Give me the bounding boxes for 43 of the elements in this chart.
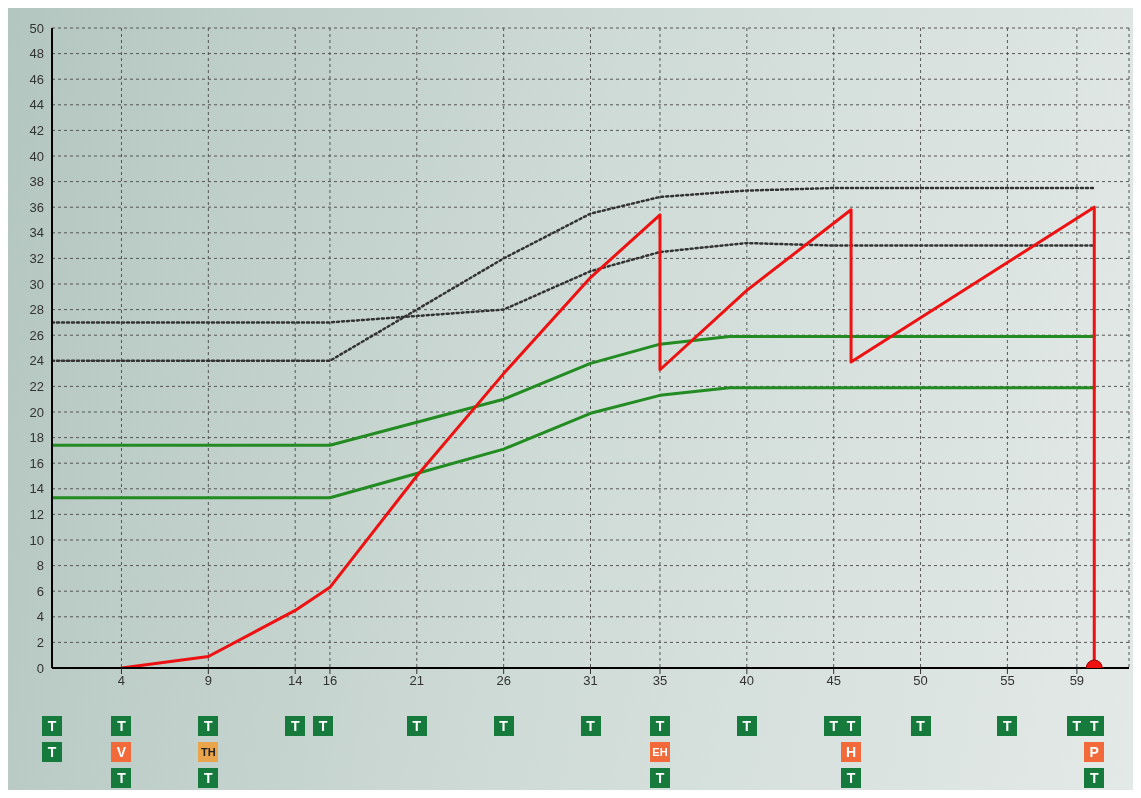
y-tick-label: 38 xyxy=(29,174,44,190)
y-tick-label: 22 xyxy=(29,379,44,395)
x-tick-label: 31 xyxy=(583,673,598,689)
x-tick-label: 9 xyxy=(204,673,212,689)
y-tick-label: 46 xyxy=(29,71,44,87)
line-series xyxy=(52,334,1096,447)
x-tick-label: 21 xyxy=(409,673,425,689)
event-badges: T T T V T T TH T T T T T T T EH T T T T H T T T T T P T xyxy=(8,716,1133,796)
y-tick-label: 28 xyxy=(29,302,44,318)
y-tick-label: 50 xyxy=(29,20,44,36)
y-tick-label: 0 xyxy=(36,660,44,676)
x-tick-label: 4 xyxy=(117,673,126,689)
line-series xyxy=(52,386,1096,500)
x-tick-label: 40 xyxy=(739,673,755,689)
y-tick-label: 44 xyxy=(29,97,44,113)
line-series xyxy=(52,186,1096,363)
y-tick-label: 34 xyxy=(29,225,44,241)
y-tick-label: 30 xyxy=(29,276,44,292)
y-tick-label: 42 xyxy=(29,123,44,139)
x-tick-label: 59 xyxy=(1069,673,1085,689)
x-tick-label: 16 xyxy=(322,673,338,689)
x-tick-label: 55 xyxy=(1000,673,1015,689)
y-tick-label: 32 xyxy=(29,251,44,267)
y-tick-label: 20 xyxy=(29,404,44,420)
y-tick-label: 48 xyxy=(29,46,44,62)
y-tick-label: 18 xyxy=(29,430,44,446)
y-tick-label: 26 xyxy=(29,327,44,343)
y-tick-label: 2 xyxy=(36,635,44,651)
y-tick-label: 12 xyxy=(29,507,44,523)
x-tick-label: 50 xyxy=(913,673,928,689)
x-tick-label: 26 xyxy=(496,673,511,689)
y-tick-label: 36 xyxy=(29,199,44,215)
y-tick-label: 16 xyxy=(29,455,44,471)
x-tick-label: 35 xyxy=(652,673,668,689)
y-tick-label: 40 xyxy=(29,148,44,164)
x-tick-label: 14 xyxy=(287,673,303,689)
y-tick-label: 14 xyxy=(29,481,44,497)
y-tick-label: 6 xyxy=(36,583,44,599)
y-tick-label: 8 xyxy=(36,558,44,574)
y-tick-label: 10 xyxy=(29,532,44,548)
y-tick-label: 24 xyxy=(29,353,44,369)
x-tick-label: 45 xyxy=(826,673,841,689)
y-tick-label: 4 xyxy=(36,609,44,625)
